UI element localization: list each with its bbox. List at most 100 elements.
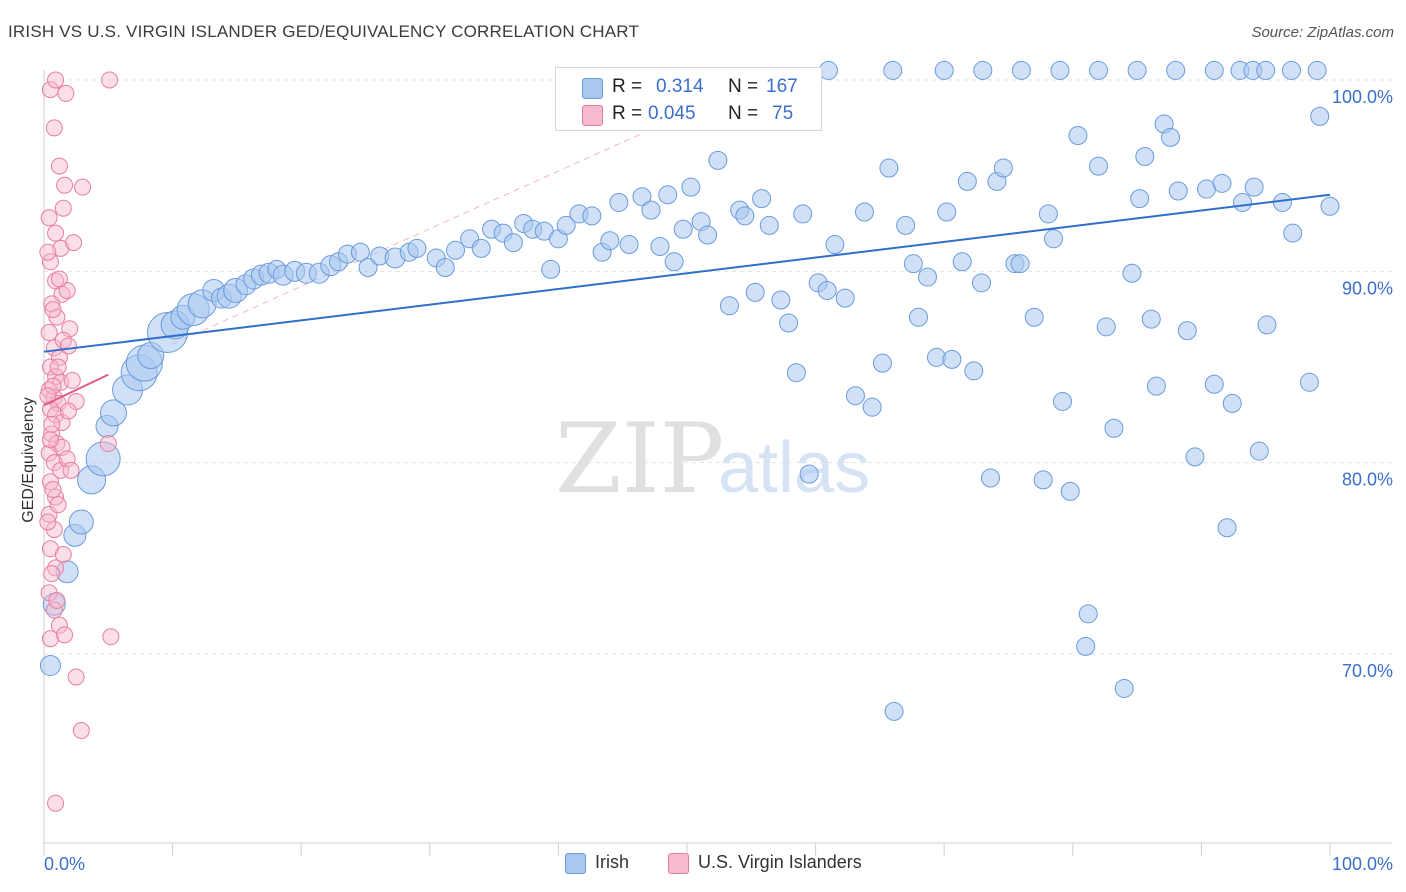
watermark-zip: ZIP xyxy=(555,403,724,515)
tick-labels: 70.0% 80.0% 90.0% 100.0% 0.0% 100.0% GED/Equiv… xyxy=(20,87,1393,874)
point-irish xyxy=(1044,229,1064,249)
point-irish xyxy=(650,236,670,256)
point-irish xyxy=(973,60,993,80)
point-irish xyxy=(1141,309,1161,329)
legend-label-virgin-islanders: U.S. Virgin Islanders xyxy=(698,852,862,872)
point-irish xyxy=(641,200,661,220)
point-virgin-islanders xyxy=(57,84,75,102)
point-irish xyxy=(980,468,1000,488)
point-virgin-islanders xyxy=(50,270,68,288)
point-virgin-islanders xyxy=(102,628,120,646)
point-virgin-islanders xyxy=(44,301,62,319)
point-virgin-islanders xyxy=(41,431,59,449)
point-irish xyxy=(1307,60,1327,80)
point-irish xyxy=(1033,470,1053,490)
point-irish xyxy=(1212,173,1232,193)
point-irish xyxy=(1122,263,1142,283)
point-irish xyxy=(759,215,779,235)
y-tick-label: 80.0% xyxy=(1342,470,1393,490)
data-points xyxy=(39,60,1340,812)
trend-line-irish xyxy=(43,193,1331,353)
point-irish xyxy=(1257,315,1277,335)
reference-line xyxy=(172,133,643,345)
legend-n-value: 75 xyxy=(772,103,794,124)
point-irish xyxy=(964,361,984,381)
point-irish xyxy=(1076,636,1096,656)
point-irish xyxy=(971,273,991,293)
point-irish xyxy=(934,60,954,80)
point-irish xyxy=(1089,156,1109,176)
point-virgin-islanders xyxy=(59,402,77,420)
point-irish xyxy=(708,150,728,170)
point-virgin-islanders xyxy=(65,234,83,252)
point-irish xyxy=(1089,60,1109,80)
point-irish xyxy=(883,60,903,80)
y-tick-label: 90.0% xyxy=(1342,278,1393,298)
point-irish xyxy=(735,206,755,226)
point-irish xyxy=(407,238,427,258)
point-irish xyxy=(993,158,1013,178)
point-irish xyxy=(942,349,962,369)
point-virgin-islanders xyxy=(40,209,58,227)
point-irish xyxy=(435,258,455,278)
point-irish xyxy=(1281,60,1301,80)
point-irish xyxy=(779,313,799,333)
point-irish xyxy=(1050,60,1070,80)
point-irish xyxy=(471,238,491,258)
point-irish xyxy=(1233,192,1253,212)
point-virgin-islanders xyxy=(45,119,63,137)
point-irish xyxy=(793,204,813,224)
point-virgin-islanders xyxy=(44,377,62,395)
point-virgin-islanders xyxy=(63,371,81,389)
point-irish xyxy=(1166,60,1186,80)
point-irish xyxy=(752,189,772,209)
point-irish xyxy=(1204,60,1224,80)
source-label: Source: ZipAtlas.com xyxy=(1251,24,1394,41)
point-virgin-islanders xyxy=(41,253,59,271)
point-irish xyxy=(1024,307,1044,327)
point-irish xyxy=(1168,181,1188,201)
point-irish xyxy=(1222,393,1242,413)
point-irish xyxy=(1011,60,1031,80)
point-irish xyxy=(745,282,765,302)
point-virgin-islanders xyxy=(39,513,57,531)
point-irish xyxy=(1256,60,1276,80)
point-irish xyxy=(609,192,629,212)
point-virgin-islanders xyxy=(72,722,90,740)
point-irish xyxy=(825,235,845,255)
legend-n-label: N = xyxy=(728,76,759,97)
point-virgin-islanders xyxy=(47,794,65,812)
legend-r-label: R = xyxy=(612,103,643,124)
point-virgin-islanders xyxy=(43,295,61,313)
point-virgin-islanders xyxy=(43,415,61,433)
legend-n-value: 167 xyxy=(766,76,798,97)
point-irish xyxy=(55,560,79,584)
point-irish xyxy=(917,267,937,287)
point-irish xyxy=(908,307,928,327)
legend-swatch-irish xyxy=(565,853,586,874)
point-irish xyxy=(937,202,957,222)
point-irish xyxy=(1038,204,1058,224)
point-irish xyxy=(884,701,904,721)
point-irish xyxy=(1310,106,1330,126)
point-irish xyxy=(1146,376,1166,396)
point-virgin-islanders xyxy=(45,601,63,619)
point-irish xyxy=(952,252,972,272)
point-virgin-islanders xyxy=(43,565,61,583)
trend-lines xyxy=(43,193,1331,407)
point-virgin-islanders xyxy=(58,450,76,468)
point-irish xyxy=(99,399,127,427)
point-virgin-islanders xyxy=(41,630,59,648)
point-irish xyxy=(799,464,819,484)
legend-n-label: N = xyxy=(728,103,759,124)
point-virgin-islanders xyxy=(50,616,68,634)
legend-swatch-virgin-islanders xyxy=(668,853,689,874)
legend-label-irish: Irish xyxy=(595,852,630,872)
y-tick-label: 70.0% xyxy=(1342,661,1393,681)
point-irish xyxy=(1053,391,1073,411)
point-irish xyxy=(817,280,837,300)
point-virgin-islanders xyxy=(43,425,61,443)
y-tick-label: 100.0% xyxy=(1332,87,1393,107)
